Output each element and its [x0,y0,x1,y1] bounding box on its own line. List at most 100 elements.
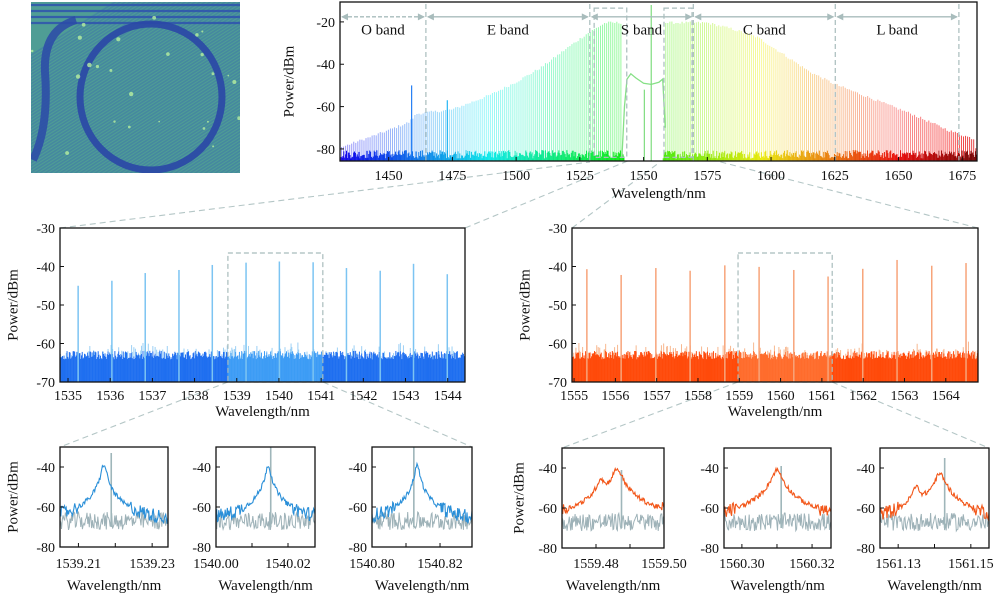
x-tick-label: 1561.15 [948,557,994,572]
x-tick-label: 1575 [693,169,721,184]
x-tick-label: 1544 [434,389,462,404]
x-tick-label: 1538 [181,389,209,404]
x-axis-label: Wavelength/nm [728,404,823,420]
y-tick-label: -40 [348,461,367,476]
filtered-trace [621,72,666,158]
arrowhead-left-icon [341,13,348,21]
arrowhead-right-icon [950,13,958,21]
comb-lines [341,21,977,161]
x-tick-label: 1539.23 [129,557,175,572]
y-tick-label: -30 [548,222,567,237]
y-tick-label: -80 [316,143,335,158]
x-tick-label: 1540.82 [417,557,463,572]
band-label: E band [487,23,530,39]
x-tick-label: 1556 [601,389,629,404]
zoom-connector-line [59,161,591,229]
y-tick-label: -40 [316,58,335,73]
zoom-connectors [59,159,990,449]
y-tick-label: -60 [538,502,557,517]
y-tick-label: -80 [192,541,211,556]
plot-frame [879,447,990,549]
y-tick-label: -20 [316,16,335,31]
overview-spectrum-chart: O band E band S band C band L band -80 -60 -40 -… [281,1,978,202]
zoom-connector-line [831,381,990,449]
arrowhead-left-icon [694,13,702,21]
plot-frame [215,446,316,548]
reference-noise-trace [215,510,316,531]
x-axis-label: Wavelength/nm [67,578,162,594]
x-tick-label: 1555 [560,389,588,404]
y-tick-label: -60 [348,501,367,516]
y-axis-label: Power/dBm [281,45,297,117]
y-tick-label: -60 [192,501,211,516]
arrowhead-left-icon [836,13,844,21]
band-label: S band [621,23,663,39]
arrowhead-right-icon [685,13,693,21]
x-tick-label: 1536 [96,389,124,404]
reference-noise-trace [561,511,665,533]
x-tick-label: 1541 [307,389,335,404]
y-tick-label: -40 [192,461,211,476]
x-tick-label: 1562 [849,389,877,404]
x-tick-label: 1542 [349,389,377,404]
x-tick-label: 1600 [757,169,785,184]
plot-frame [59,446,169,548]
y-tick-label: -80 [538,542,557,557]
zoom-blue-2-chart: -80 -60 -40 1540.00 1540.02 Wavelength/nm [192,446,316,594]
x-tick-label: 1500 [502,169,530,184]
x-tick-label: 1539 [223,389,251,404]
zoom-orange-1-chart: -80 -60 -40 1559.48 1559.50 Wavelength/nm Powe… [511,447,687,594]
x-tick-label: 1559.48 [573,557,619,572]
band-label: O band [361,23,405,39]
arrowhead-left-icon [426,13,434,21]
micrograph-frame [31,2,240,173]
plot-frame [571,227,979,383]
y-tick-label: -50 [36,299,55,314]
spectrum-trace [215,465,316,523]
plot-frame [371,446,473,548]
spectrum-trace [561,466,665,515]
plot-frame [59,227,466,383]
x-tick-label: 1675 [948,169,976,184]
zoom-blue-3-chart: -80 -60 -40 1540.80 1540.82 Wavelength/nm [348,446,473,594]
band-label: L band [876,23,918,39]
arrowhead-right-icon [827,13,835,21]
y-tick-label: -60 [700,502,719,517]
x-tick-label: 1563 [890,389,918,404]
y-tick-label: -40 [548,261,567,276]
reference-noise-trace [879,512,990,533]
microring-micrograph [31,2,240,173]
reference-noise-trace [371,510,473,531]
y-tick-label: -40 [36,461,55,476]
zoom-connector-line [561,381,739,449]
zoom-connector-line [59,381,229,448]
y-tick-label: -80 [856,542,875,557]
y-tick-label: -80 [700,542,719,557]
zoom-blue-1-chart: -80 -60 -40 1539.21 1539.23 Wavelength/nm Powe… [5,446,175,594]
x-tick-label: 1559 [725,389,753,404]
comb-orange-chart: -70 -60 -50 -40 -30 1555 1556 1557 1558 1559 1560 1… [517,222,979,420]
y-tick-label: -40 [700,462,719,477]
charts: O band E band S band C band L band-80-60-40-… [5,1,994,594]
bus-waveguide [31,16,78,162]
y-tick-label: -60 [856,502,875,517]
spectrum-trace [879,472,990,522]
y-axis-label: Power/dBm [517,269,533,341]
spectrum-trace [723,466,832,517]
spectrum-trace [59,464,169,525]
x-axis-label: Wavelength/nm [611,186,706,202]
x-tick-label: 1564 [932,389,960,404]
x-tick-label: 1450 [375,169,403,184]
y-tick-label: -40 [36,261,55,276]
arrowhead-right-icon [581,13,589,21]
comb-blue-chart: -70 -60 -50 -40 -30 1535 1536 1537 1538 1539 1540 1… [5,222,466,420]
x-tick-label: 1540 [265,389,293,404]
x-tick-label: 1535 [54,389,82,404]
x-tick-label: 1540.00 [193,557,239,572]
x-axis-label: Wavelength/nm [218,578,313,594]
x-axis-label: Wavelength/nm [887,578,982,594]
zoom-connector-line [464,159,631,229]
y-tick-label: -60 [36,501,55,516]
x-tick-label: 1540.80 [349,557,395,572]
